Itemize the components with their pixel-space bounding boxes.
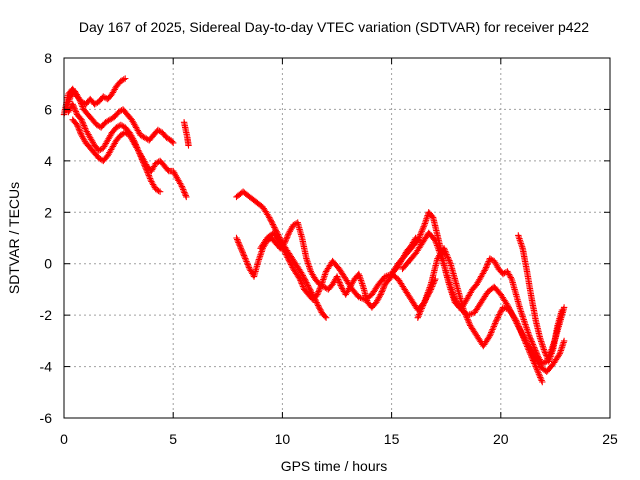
x-tick-label: 15 [384,431,400,447]
chart-title: Day 167 of 2025, Sidereal Day-to-day VTE… [79,19,589,35]
series-track-d [69,116,164,195]
series-track-l [515,232,566,365]
y-tick-label: -4 [40,359,53,375]
x-tick-label: 0 [60,431,68,447]
y-tick-label: -2 [40,307,53,323]
series-track-e [180,119,192,149]
x-tick-label: 5 [169,431,177,447]
series-track-k [414,245,546,386]
y-tick-label: 4 [44,153,52,169]
x-tick-label: 20 [493,431,509,447]
series-marks-track-l [515,232,566,365]
y-tick-label: 0 [44,256,52,272]
y-axis-label: SDTVAR / TECUs [6,182,22,294]
tick-labels-layer: 0 5 10 15 20 25 -6 -4 -2 0 2 4 6 8 [40,50,618,447]
y-tick-label: -6 [40,410,53,426]
x-axis-label: GPS time / hours [281,458,388,474]
series-marks-track-k [414,245,546,386]
plot-frame [63,57,611,419]
y-tick-label: 8 [44,50,52,66]
y-tick-label: 2 [44,204,52,220]
x-tick-label: 10 [275,431,291,447]
series-marks-track-d [69,116,164,195]
series-marks-track-e [180,119,192,149]
y-tick-label: 6 [44,101,52,117]
x-tick-label: 25 [602,431,618,447]
ticks-layer [63,57,611,419]
